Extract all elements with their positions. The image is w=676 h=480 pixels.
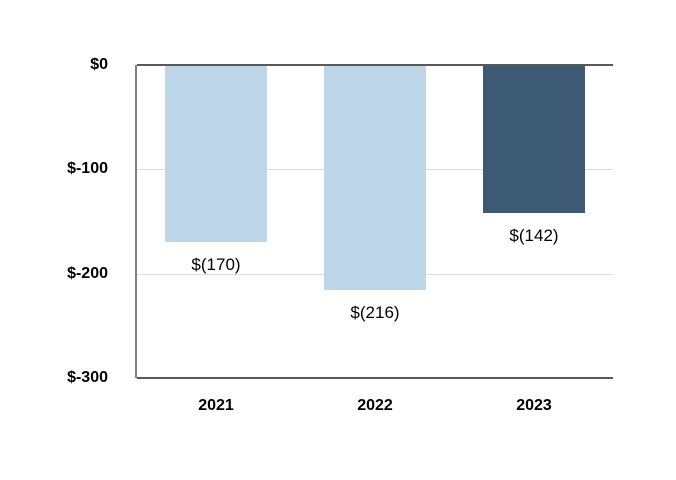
x-category-label: 2022 bbox=[357, 397, 393, 414]
y-tick-label: $-300 bbox=[67, 369, 108, 386]
x-category-label: 2021 bbox=[198, 397, 234, 414]
bar-data-label: $(142) bbox=[509, 226, 559, 245]
bar bbox=[165, 65, 267, 242]
y-tick-label: $0 bbox=[90, 56, 108, 73]
x-category-label: 2023 bbox=[516, 397, 552, 414]
y-tick-label: $-100 bbox=[67, 160, 108, 177]
bar-data-label: $(170) bbox=[191, 255, 241, 274]
zero-axis-line bbox=[137, 64, 613, 66]
bar bbox=[324, 65, 426, 290]
y-tick-label: $-200 bbox=[67, 265, 108, 282]
bar-data-label: $(216) bbox=[350, 303, 400, 322]
bar bbox=[483, 65, 585, 213]
y-axis-line bbox=[135, 65, 137, 378]
bottom-border-line bbox=[137, 377, 613, 379]
